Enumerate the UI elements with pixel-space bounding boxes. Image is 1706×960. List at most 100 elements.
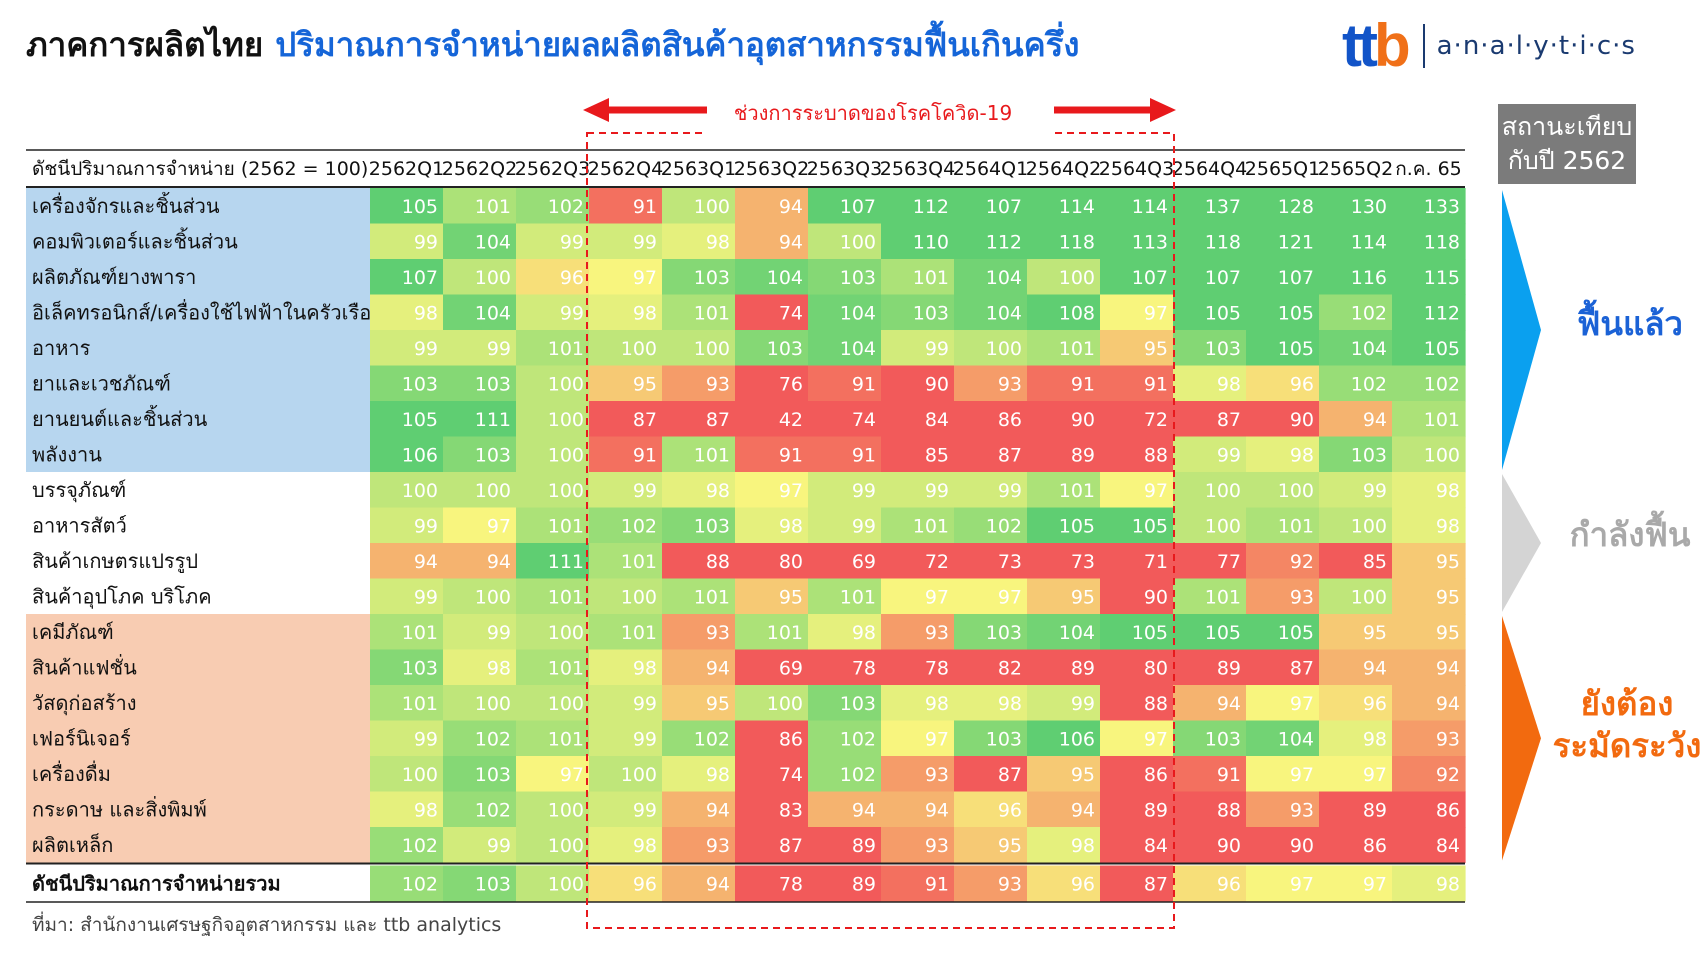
heatmap-cell	[370, 685, 444, 722]
heatmap-cell	[1173, 578, 1247, 615]
cell-value: 97	[560, 764, 584, 786]
heatmap-cell	[516, 685, 590, 722]
cell-value: 76	[779, 374, 803, 396]
heatmap-cell	[443, 543, 517, 580]
heatmap-cell	[443, 365, 517, 402]
cell-value: 97	[487, 516, 511, 538]
heatmap-cell	[954, 330, 1028, 367]
cell-value: 107	[402, 267, 438, 289]
cell-value: 94	[779, 232, 803, 254]
heatmap-cell	[443, 188, 517, 225]
cell-value: 111	[475, 409, 511, 431]
heatmap-cell	[808, 472, 882, 509]
cell-value: 103	[402, 374, 438, 396]
cell-value: 101	[621, 551, 657, 573]
cell-value: 98	[1436, 516, 1460, 538]
cell-value: 84	[925, 409, 949, 431]
cell-value: 99	[560, 303, 584, 325]
cell-value: 103	[840, 693, 876, 715]
heatmap-cell	[881, 756, 955, 793]
cell-value: 101	[694, 445, 730, 467]
cell-value: 113	[1132, 232, 1168, 254]
heatmap-cell	[808, 365, 882, 402]
heatmap-cell	[1319, 472, 1393, 509]
status-header-line2: กับปี 2562	[1507, 146, 1627, 175]
cell-value: 94	[414, 551, 438, 573]
heatmap-cell	[370, 827, 444, 864]
cell-value: 100	[1424, 445, 1460, 467]
column-header: 2562Q1	[369, 158, 444, 180]
cell-value: 89	[1217, 658, 1241, 680]
ttb-logo-icon: ttb	[1342, 12, 1411, 79]
cell-value: 92	[1290, 551, 1314, 573]
heatmap-cell	[662, 649, 736, 686]
title-part2: ปริมาณการจำหน่ายผลผลิตสินค้าอุตสาหกรรมฟื…	[275, 25, 1080, 64]
column-header: 2562Q3	[515, 158, 590, 180]
heatmap-cell	[881, 543, 955, 580]
cell-value: 93	[925, 764, 949, 786]
cell-value: 88	[1217, 800, 1241, 822]
group-band	[26, 472, 370, 614]
cell-value: 103	[1351, 445, 1387, 467]
heatmap-cell	[1173, 827, 1247, 864]
cell-value: 85	[925, 445, 949, 467]
cell-value: 87	[1144, 874, 1168, 896]
cell-value: 98	[925, 693, 949, 715]
heatmap-cell	[370, 791, 444, 828]
cell-value: 104	[475, 303, 511, 325]
cell-value: 100	[1059, 267, 1095, 289]
cell-value: 69	[852, 551, 876, 573]
cell-value: 103	[986, 622, 1022, 644]
heatmap-cell	[1027, 543, 1101, 580]
heatmap-cell	[1246, 614, 1320, 651]
heatmap-cell	[589, 827, 663, 864]
cell-value: 89	[1363, 800, 1387, 822]
heatmap-cell	[1246, 507, 1320, 544]
heatmap-cell	[516, 330, 590, 367]
heatmap-cell	[1246, 756, 1320, 793]
heatmap-cell	[881, 223, 955, 260]
cell-value: 91	[633, 445, 657, 467]
heatmap-cell	[443, 401, 517, 438]
cell-value: 74	[779, 303, 803, 325]
heatmap-cell	[1100, 827, 1174, 864]
cell-value: 102	[402, 874, 438, 896]
cell-value: 89	[1071, 658, 1095, 680]
heatmap-cell	[1173, 614, 1247, 651]
heatmap-cell	[1246, 865, 1320, 902]
heatmap-cell	[1246, 365, 1320, 402]
cell-value: 100	[548, 835, 584, 857]
heatmap-cell	[1027, 865, 1101, 902]
heatmap-cell	[808, 720, 882, 757]
group-label-recovering: กำลังฟื้น	[1569, 515, 1691, 554]
heatmap-cell	[954, 865, 1028, 902]
cell-value: 102	[840, 729, 876, 751]
cell-value: 101	[694, 587, 730, 609]
heatmap-cell	[662, 543, 736, 580]
heatmap-cell	[662, 614, 736, 651]
heatmap-cell	[954, 827, 1028, 864]
cell-value: 98	[1290, 445, 1314, 467]
cell-value: 99	[1071, 693, 1095, 715]
cell-value: 100	[621, 587, 657, 609]
cell-value: 130	[1351, 196, 1387, 218]
cell-value: 98	[706, 764, 730, 786]
heatmap-cell	[954, 543, 1028, 580]
heatmap-cell	[1173, 720, 1247, 757]
source-note: ที่มา: สำนักงานเศรษฐกิจอุตสาหกรรม และ tt…	[32, 914, 502, 936]
cell-value: 101	[767, 622, 803, 644]
cell-value: 86	[1144, 764, 1168, 786]
cell-value: 99	[414, 232, 438, 254]
heatmap-cell	[443, 685, 517, 722]
heatmap-cell	[954, 259, 1028, 296]
cell-value: 94	[1363, 658, 1387, 680]
cell-value: 100	[548, 445, 584, 467]
cell-value: 100	[548, 693, 584, 715]
cell-value: 103	[913, 303, 949, 325]
heatmap-cell	[1173, 294, 1247, 331]
covid-arrow-right-icon	[1150, 98, 1176, 122]
status-header-line1: สถานะเทียบ	[1501, 112, 1633, 141]
cell-value: 101	[1059, 480, 1095, 502]
heatmap-cell	[1319, 507, 1393, 544]
heatmap-cell	[1392, 578, 1466, 615]
